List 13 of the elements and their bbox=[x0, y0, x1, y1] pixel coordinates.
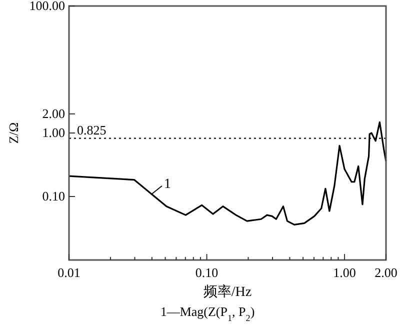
y-tick-label: 0.10 bbox=[42, 188, 65, 204]
y-tick-label: 100.00 bbox=[29, 0, 65, 13]
x-axis-title: 频率/Hz bbox=[203, 284, 252, 300]
annotation: 1 bbox=[164, 176, 171, 192]
y-tick-label: 1.00 bbox=[42, 125, 65, 140]
ref-line-label: 0.825 bbox=[77, 122, 106, 138]
text: 1—Mag(Z(P$_{1}$, P$_{2}$) bbox=[160, 304, 255, 323]
y-tick-label: 2.00 bbox=[42, 106, 65, 121]
x-tick-label: 2.00 bbox=[374, 265, 398, 280]
x-tick-label: 0.10 bbox=[195, 265, 218, 280]
y-axis-title: Z/Ω bbox=[6, 122, 21, 144]
x-tick-label: 1.00 bbox=[333, 265, 356, 280]
x-tick-label: 0.01 bbox=[58, 265, 80, 280]
